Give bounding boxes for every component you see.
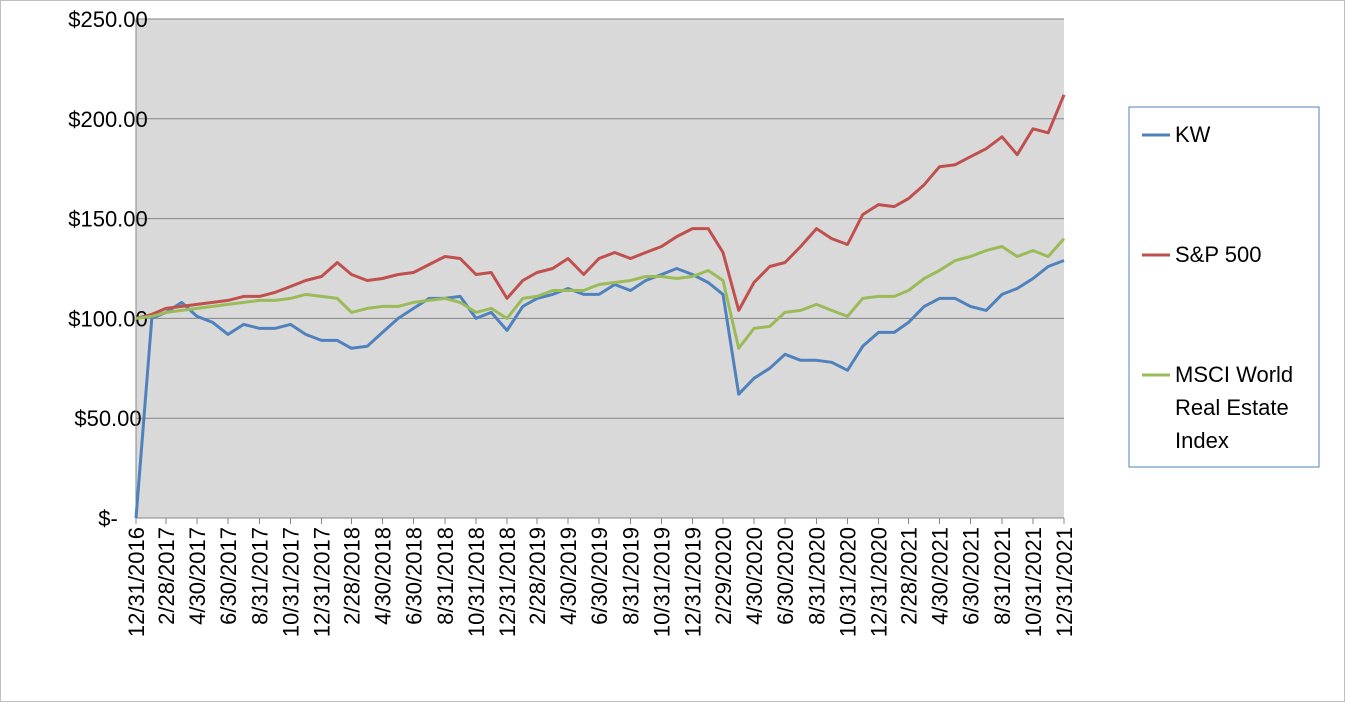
- x-tick-label: 2/28/2021: [896, 527, 921, 625]
- x-tick-label: 6/30/2017: [216, 527, 241, 625]
- legend-box: [1128, 106, 1320, 468]
- x-tick-label: 8/31/2019: [618, 527, 643, 625]
- x-tick-label: 12/31/2016: [124, 527, 149, 637]
- y-tick-label: $250.00: [68, 7, 148, 32]
- x-tick-label: 2/28/2018: [339, 527, 364, 625]
- series-line: [134, 259, 1065, 519]
- x-tick-label: 8/31/2021: [990, 527, 1015, 625]
- x-tick-label: 10/31/2019: [649, 527, 674, 637]
- x-tick-label: 8/31/2020: [804, 527, 829, 625]
- x-tick-label: 2/28/2019: [525, 527, 550, 625]
- legend-label: KW: [1175, 122, 1211, 147]
- x-tick-label: 6/30/2018: [401, 527, 426, 625]
- legend-label: MSCI World Real Estate Index: [1175, 362, 1294, 453]
- plot-area: [136, 19, 1064, 518]
- x-tick-label: 8/31/2018: [433, 527, 458, 625]
- x-tick-label: 4/30/2019: [556, 527, 581, 625]
- x-tick-label: 8/31/2017: [247, 527, 272, 625]
- x-tick-label: 10/31/2020: [836, 527, 861, 637]
- series-line: [135, 237, 1066, 350]
- x-tick-label: 6/30/2021: [958, 527, 983, 625]
- y-tick-label: $100.00: [68, 306, 148, 331]
- y-tick-label: $200.00: [68, 107, 148, 132]
- x-tick-label: 4/30/2017: [185, 527, 210, 625]
- x-tick-label: 12/31/2017: [309, 527, 334, 637]
- x-tick-label: 4/30/2018: [370, 527, 395, 625]
- y-tick-label: $-: [98, 506, 118, 531]
- legend-label: S&P 500: [1175, 242, 1262, 267]
- x-tick-label: 12/31/2019: [680, 527, 705, 637]
- y-tick-label: $50.00: [74, 406, 141, 431]
- x-tick-label: 6/30/2020: [773, 527, 798, 625]
- x-tick-label: 2/29/2020: [711, 527, 736, 625]
- x-tick-label: 10/31/2017: [278, 527, 303, 637]
- x-tick-label: 4/30/2020: [742, 527, 767, 625]
- x-tick-label: 12/31/2021: [1052, 527, 1077, 637]
- series-line: [135, 94, 1066, 320]
- y-tick-label: $150.00: [68, 207, 148, 232]
- x-tick-label: 2/28/2017: [154, 527, 179, 625]
- x-tick-label: 10/31/2018: [464, 527, 489, 637]
- x-tick-label: 12/31/2020: [867, 527, 892, 637]
- x-tick-label: 4/30/2021: [927, 527, 952, 625]
- x-tick-label: 12/31/2018: [495, 527, 520, 637]
- x-tick-label: 10/31/2021: [1021, 527, 1046, 637]
- x-tick-label: 6/30/2019: [587, 527, 612, 625]
